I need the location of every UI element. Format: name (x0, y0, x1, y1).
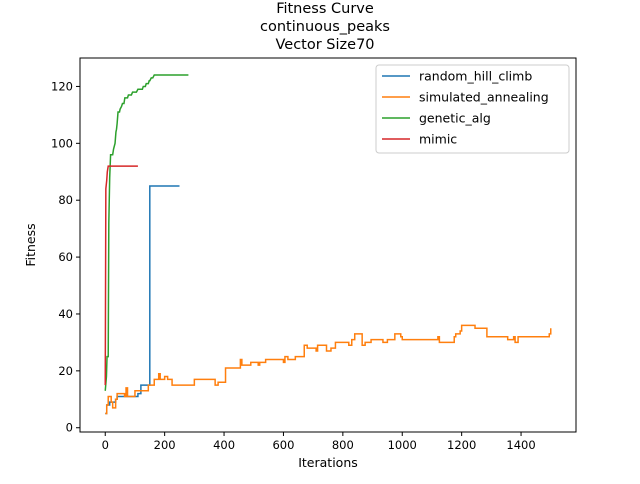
legend-label-mimic: mimic (419, 132, 457, 147)
series-line-genetic-alg (104, 74, 189, 391)
x-tick-label: 1200 (447, 438, 476, 452)
x-axis-label: Iterations (298, 455, 358, 470)
legend-frame (375, 64, 570, 154)
x-tick-label: 1000 (388, 438, 417, 452)
x-tick-label: 0 (102, 438, 109, 452)
x-axis-ticks: 0 200 400 600 800 1000 1200 1400 (102, 432, 536, 452)
y-tick-label: 80 (58, 193, 73, 207)
y-axis-label: Fitness (23, 223, 38, 266)
x-tick-label: 200 (154, 438, 176, 452)
y-tick-label: 60 (58, 250, 73, 264)
legend-label-random-hill-climb: random_hill_climb (419, 69, 532, 84)
plot-frame (79, 57, 577, 433)
x-tick-label: 800 (332, 438, 354, 452)
y-tick-label: 120 (51, 79, 73, 93)
plot-lines (104, 74, 552, 415)
legend: random_hill_climb simulated_annealinggene… (375, 64, 570, 154)
legend-label-genetic-alg: genetic_alg (419, 111, 491, 126)
y-tick-label: 0 (66, 421, 73, 435)
x-tick-label: 1400 (506, 438, 535, 452)
x-tick-label: 400 (213, 438, 235, 452)
x-tick-label: 600 (272, 438, 294, 452)
y-axis-ticks: 0 20 40 60 80 100 120 (51, 79, 80, 435)
y-tick-label: 20 (58, 364, 73, 378)
legend-label-simulated-annealing: simulated_annealing (419, 90, 549, 105)
y-tick-label: 100 (51, 136, 73, 150)
chart-title-line-3: Vector Size70 (275, 37, 374, 53)
series-line-mimic (104, 165, 138, 386)
chart-title-line-2: continuous_peaks (260, 19, 390, 35)
y-tick-label: 40 (58, 307, 73, 321)
chart-title-line-1: Fitness Curve (276, 1, 374, 17)
series-line-simulated-annealing (105, 324, 552, 415)
